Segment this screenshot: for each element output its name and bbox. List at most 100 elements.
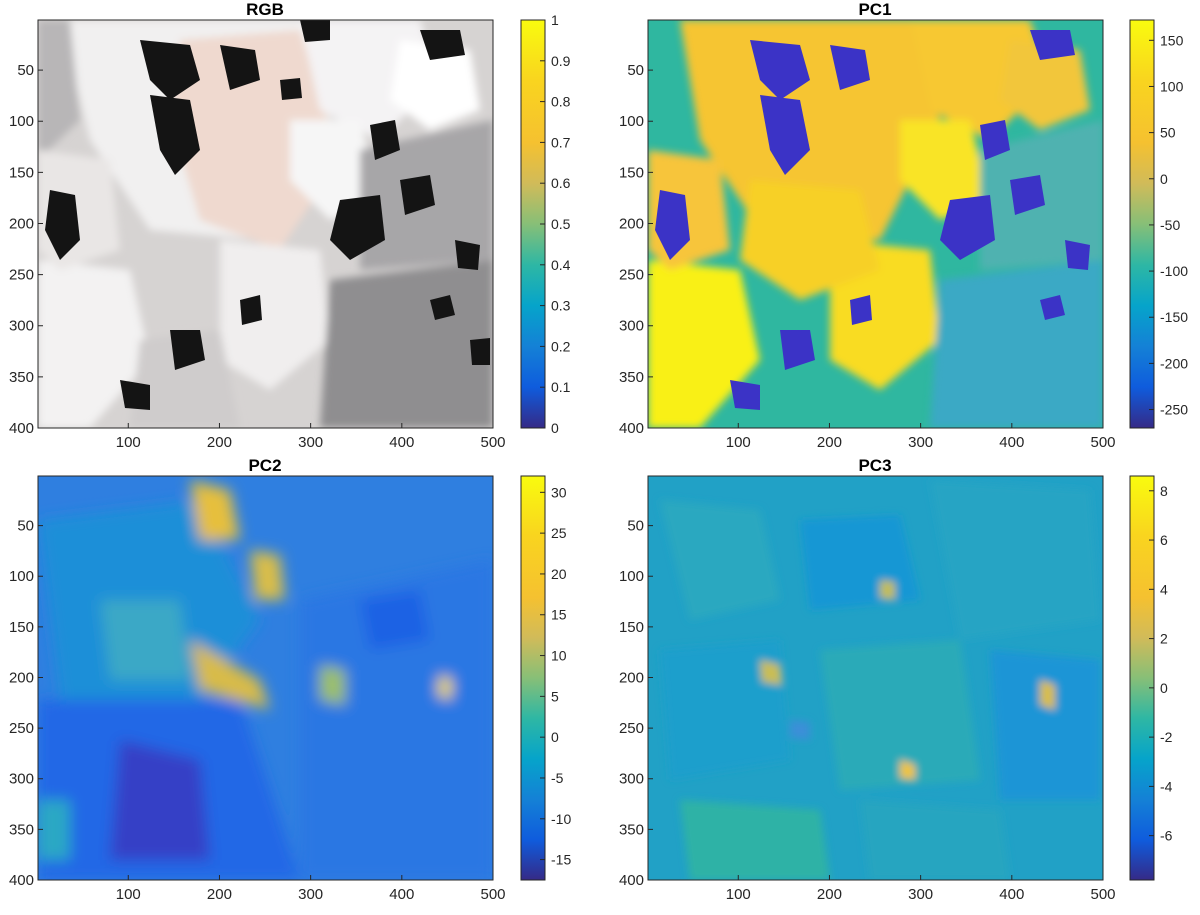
pc2-y-tick-label: 200	[9, 669, 34, 686]
pc1-y-tick-label: 150	[619, 164, 644, 181]
pc1-colorbar-tick-label: -250	[1160, 402, 1188, 418]
rgb-x-tick-label: 300	[298, 434, 323, 451]
pc3-y-tick-label: 250	[619, 720, 644, 737]
axes-box-pc2	[37, 475, 494, 881]
pc1-colorbar-tick-label: -50	[1160, 217, 1180, 233]
pc1-y-tick-label: 100	[619, 113, 644, 130]
pc1-x-tick-label: 200	[817, 434, 842, 451]
pc1-y-tick-label: 50	[627, 62, 644, 79]
pc2-colorbar-tick-label: -10	[551, 811, 571, 827]
pc1-x-tick-label: 300	[908, 434, 933, 451]
pc2-colorbar-tick-label: 15	[551, 607, 567, 623]
rgb-colorbar-tick-label: 0.5	[551, 216, 571, 232]
rgb-y-tick-label: 250	[9, 267, 34, 284]
pc1-x-tick-label: 500	[1090, 434, 1115, 451]
pc3-x-tick-label: 200	[817, 886, 842, 903]
pc3-colorbar-tick-label: 0	[1160, 680, 1168, 696]
pc3-colorbar-tick-label: -2	[1160, 729, 1173, 745]
pc2-y-tick-label: 50	[17, 518, 34, 535]
pc1-colorbar-tick-label: -200	[1160, 355, 1188, 371]
chart-title-pc1: PC1	[858, 0, 891, 19]
pc1-colorbar-tick-label: 50	[1160, 125, 1176, 141]
tick-layer: 100 200 300 400 5005010015020025030035040010…	[9, 12, 1188, 903]
rgb-y-tick-label: 400	[9, 420, 34, 437]
pc3-y-tick-label: 400	[619, 872, 644, 889]
pc1-colorbar-tick-label: -100	[1160, 263, 1188, 279]
rgb-y-tick-label: 100	[9, 113, 34, 130]
pc1-colorbar-tick-label: 100	[1160, 78, 1184, 94]
pc2-y-tick-label: 350	[9, 821, 34, 838]
chart-title-pc3: PC3	[858, 456, 891, 475]
rgb-colorbar-tick-label: 0.3	[551, 298, 571, 314]
colorbar-pc3	[1129, 475, 1155, 881]
pc2-colorbar-tick-label: -5	[551, 770, 564, 786]
pc1-x-tick-label: 100	[726, 434, 751, 451]
pc1-y-tick-label: 300	[619, 318, 644, 335]
pc2-y-tick-label: 150	[9, 619, 34, 636]
pc2-y-tick-label: 250	[9, 720, 34, 737]
pc1-y-tick-label: 400	[619, 420, 644, 437]
pc3-y-tick-label: 100	[619, 568, 644, 585]
pc2-y-tick-label: 300	[9, 771, 34, 788]
rgb-colorbar-tick-label: 0.4	[551, 257, 571, 273]
rgb-y-tick-label: 50	[17, 62, 34, 79]
rgb-colorbar-tick-label: 0.1	[551, 379, 571, 395]
rgb-x-tick-label: 100	[116, 434, 141, 451]
pc1-colorbar-tick-label: 150	[1160, 32, 1184, 48]
pc3-x-tick-label: 500	[1090, 886, 1115, 903]
rgb-y-tick-label: 200	[9, 215, 34, 232]
pc2-colorbar-tick-label: 25	[551, 525, 567, 541]
pc1-y-tick-label: 350	[619, 369, 644, 386]
rgb-colorbar-tick-label: 0.9	[551, 53, 571, 69]
pc2-colorbar-tick-label: 20	[551, 566, 567, 582]
pc3-y-tick-label: 350	[619, 821, 644, 838]
pc3-colorbar-tick-label: -4	[1160, 778, 1173, 794]
pc2-y-tick-label: 100	[9, 568, 34, 585]
pc2-colorbar-tick-label: 30	[551, 484, 567, 500]
pc2-colorbar-tick-label: 0	[551, 729, 559, 745]
rgb-colorbar-tick-label: 0.6	[551, 175, 571, 191]
chart-title-pc2: PC2	[248, 456, 281, 475]
pc1-colorbar-tick-label: -150	[1160, 309, 1188, 325]
pc2-x-tick-label: 300	[298, 886, 323, 903]
pc3-colorbar-tick-label: 2	[1160, 631, 1168, 647]
rgb-colorbar-tick-label: 0	[551, 420, 559, 436]
pc2-colorbar-tick-label: -15	[551, 852, 571, 868]
rgb-x-tick-label: 200	[207, 434, 232, 451]
pc2-colorbar-tick-label: 10	[551, 648, 567, 664]
pc3-x-tick-label: 400	[999, 886, 1024, 903]
pc3-colorbar-tick-label: 8	[1160, 483, 1168, 499]
rgb-x-tick-label: 500	[480, 434, 505, 451]
pc3-y-tick-label: 200	[619, 669, 644, 686]
pc1-x-tick-label: 400	[999, 434, 1024, 451]
rgb-y-tick-label: 150	[9, 164, 34, 181]
pc3-y-tick-label: 300	[619, 771, 644, 788]
pc1-image	[648, 20, 1103, 428]
rgb-y-tick-label: 350	[9, 369, 34, 386]
axes-box-rgb	[37, 19, 494, 429]
pc3-colorbar-tick-label: 4	[1160, 581, 1168, 597]
pc3-colorbar-tick-label: -6	[1160, 828, 1173, 844]
pc2-image	[38, 476, 493, 880]
axes-box-pc1	[647, 19, 1104, 429]
axes-box-pc3	[647, 475, 1104, 881]
pc3-colorbar-tick-label: 6	[1160, 532, 1168, 548]
pc1-y-tick-label: 200	[619, 215, 644, 232]
rgb-colorbar-tick-label: 0.7	[551, 134, 571, 150]
pc3-x-tick-label: 300	[908, 886, 933, 903]
colorbar-pc1	[1129, 19, 1155, 429]
pc3-y-tick-label: 50	[627, 518, 644, 535]
pc2-y-tick-label: 400	[9, 872, 34, 889]
pc1-colorbar-tick-label: 0	[1160, 171, 1168, 187]
pc3-y-tick-label: 150	[619, 619, 644, 636]
rgb-image	[38, 20, 493, 428]
chart-title-rgb: RGB	[246, 0, 284, 19]
rgb-x-tick-label: 400	[389, 434, 414, 451]
rgb-colorbar-tick-label: 0.2	[551, 338, 571, 354]
pc2-x-tick-label: 500	[480, 886, 505, 903]
rgb-y-tick-label: 300	[9, 318, 34, 335]
pc3-image	[648, 476, 1103, 880]
pc3-x-tick-label: 100	[726, 886, 751, 903]
pc2-x-tick-label: 200	[207, 886, 232, 903]
